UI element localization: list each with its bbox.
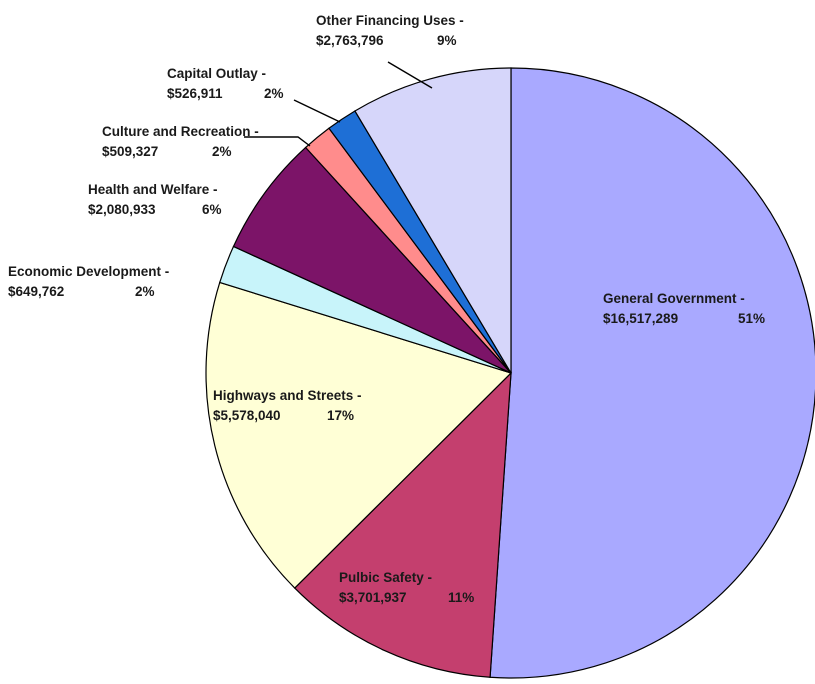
percent-other-financing-uses: 9% xyxy=(437,33,457,48)
percent-pulbic-safety: 11% xyxy=(448,590,474,605)
slice-other-financing-uses xyxy=(354,67,512,376)
percent-general-government: 51% xyxy=(738,311,765,326)
leader-capital-outlay xyxy=(293,99,341,123)
amount-capital-outlay: $526,911 xyxy=(167,86,223,101)
amount-highways-and-streets: $5,578,040 xyxy=(213,408,281,423)
amount-health-and-welfare: $2,080,933 xyxy=(88,202,156,217)
leader-other-financing-uses xyxy=(387,61,433,89)
label-health-and-welfare: Health and Welfare - xyxy=(88,182,218,197)
label-pulbic-safety: Pulbic Safety - xyxy=(339,570,432,585)
percent-culture-and-recreation: 2% xyxy=(212,144,232,159)
label-general-government: General Government - xyxy=(603,291,745,306)
percent-economic-development: 2% xyxy=(135,284,155,299)
amount-economic-development: $649,762 xyxy=(8,284,64,299)
slice-highways-and-streets xyxy=(205,281,513,589)
slice-health-and-welfare xyxy=(232,146,512,374)
leader-lines xyxy=(244,61,433,147)
amount-culture-and-recreation: $509,327 xyxy=(102,144,158,159)
percent-health-and-welfare: 6% xyxy=(202,202,222,217)
label-other-financing-uses: Other Financing Uses - xyxy=(316,13,464,28)
percent-highways-and-streets: 17% xyxy=(327,408,354,423)
slice-pulbic-safety xyxy=(293,371,512,678)
amount-other-financing-uses: $2,763,796 xyxy=(316,33,384,48)
leader-culture-and-recreation xyxy=(244,136,311,147)
amount-pulbic-safety: $3,701,937 xyxy=(339,590,407,605)
label-culture-and-recreation: Culture and Recreation - xyxy=(102,124,259,139)
label-capital-outlay: Capital Outlay - xyxy=(167,66,266,81)
label-highways-and-streets: Highways and Streets - xyxy=(213,388,362,403)
percent-capital-outlay: 2% xyxy=(264,86,284,101)
slice-general-government xyxy=(489,67,815,679)
slice-labels: General Government - $16,517,289 51% Pulbic… xyxy=(8,13,765,605)
label-economic-development: Economic Development - xyxy=(8,264,169,279)
amount-general-government: $16,517,289 xyxy=(603,311,678,326)
pie-slices xyxy=(205,67,815,679)
